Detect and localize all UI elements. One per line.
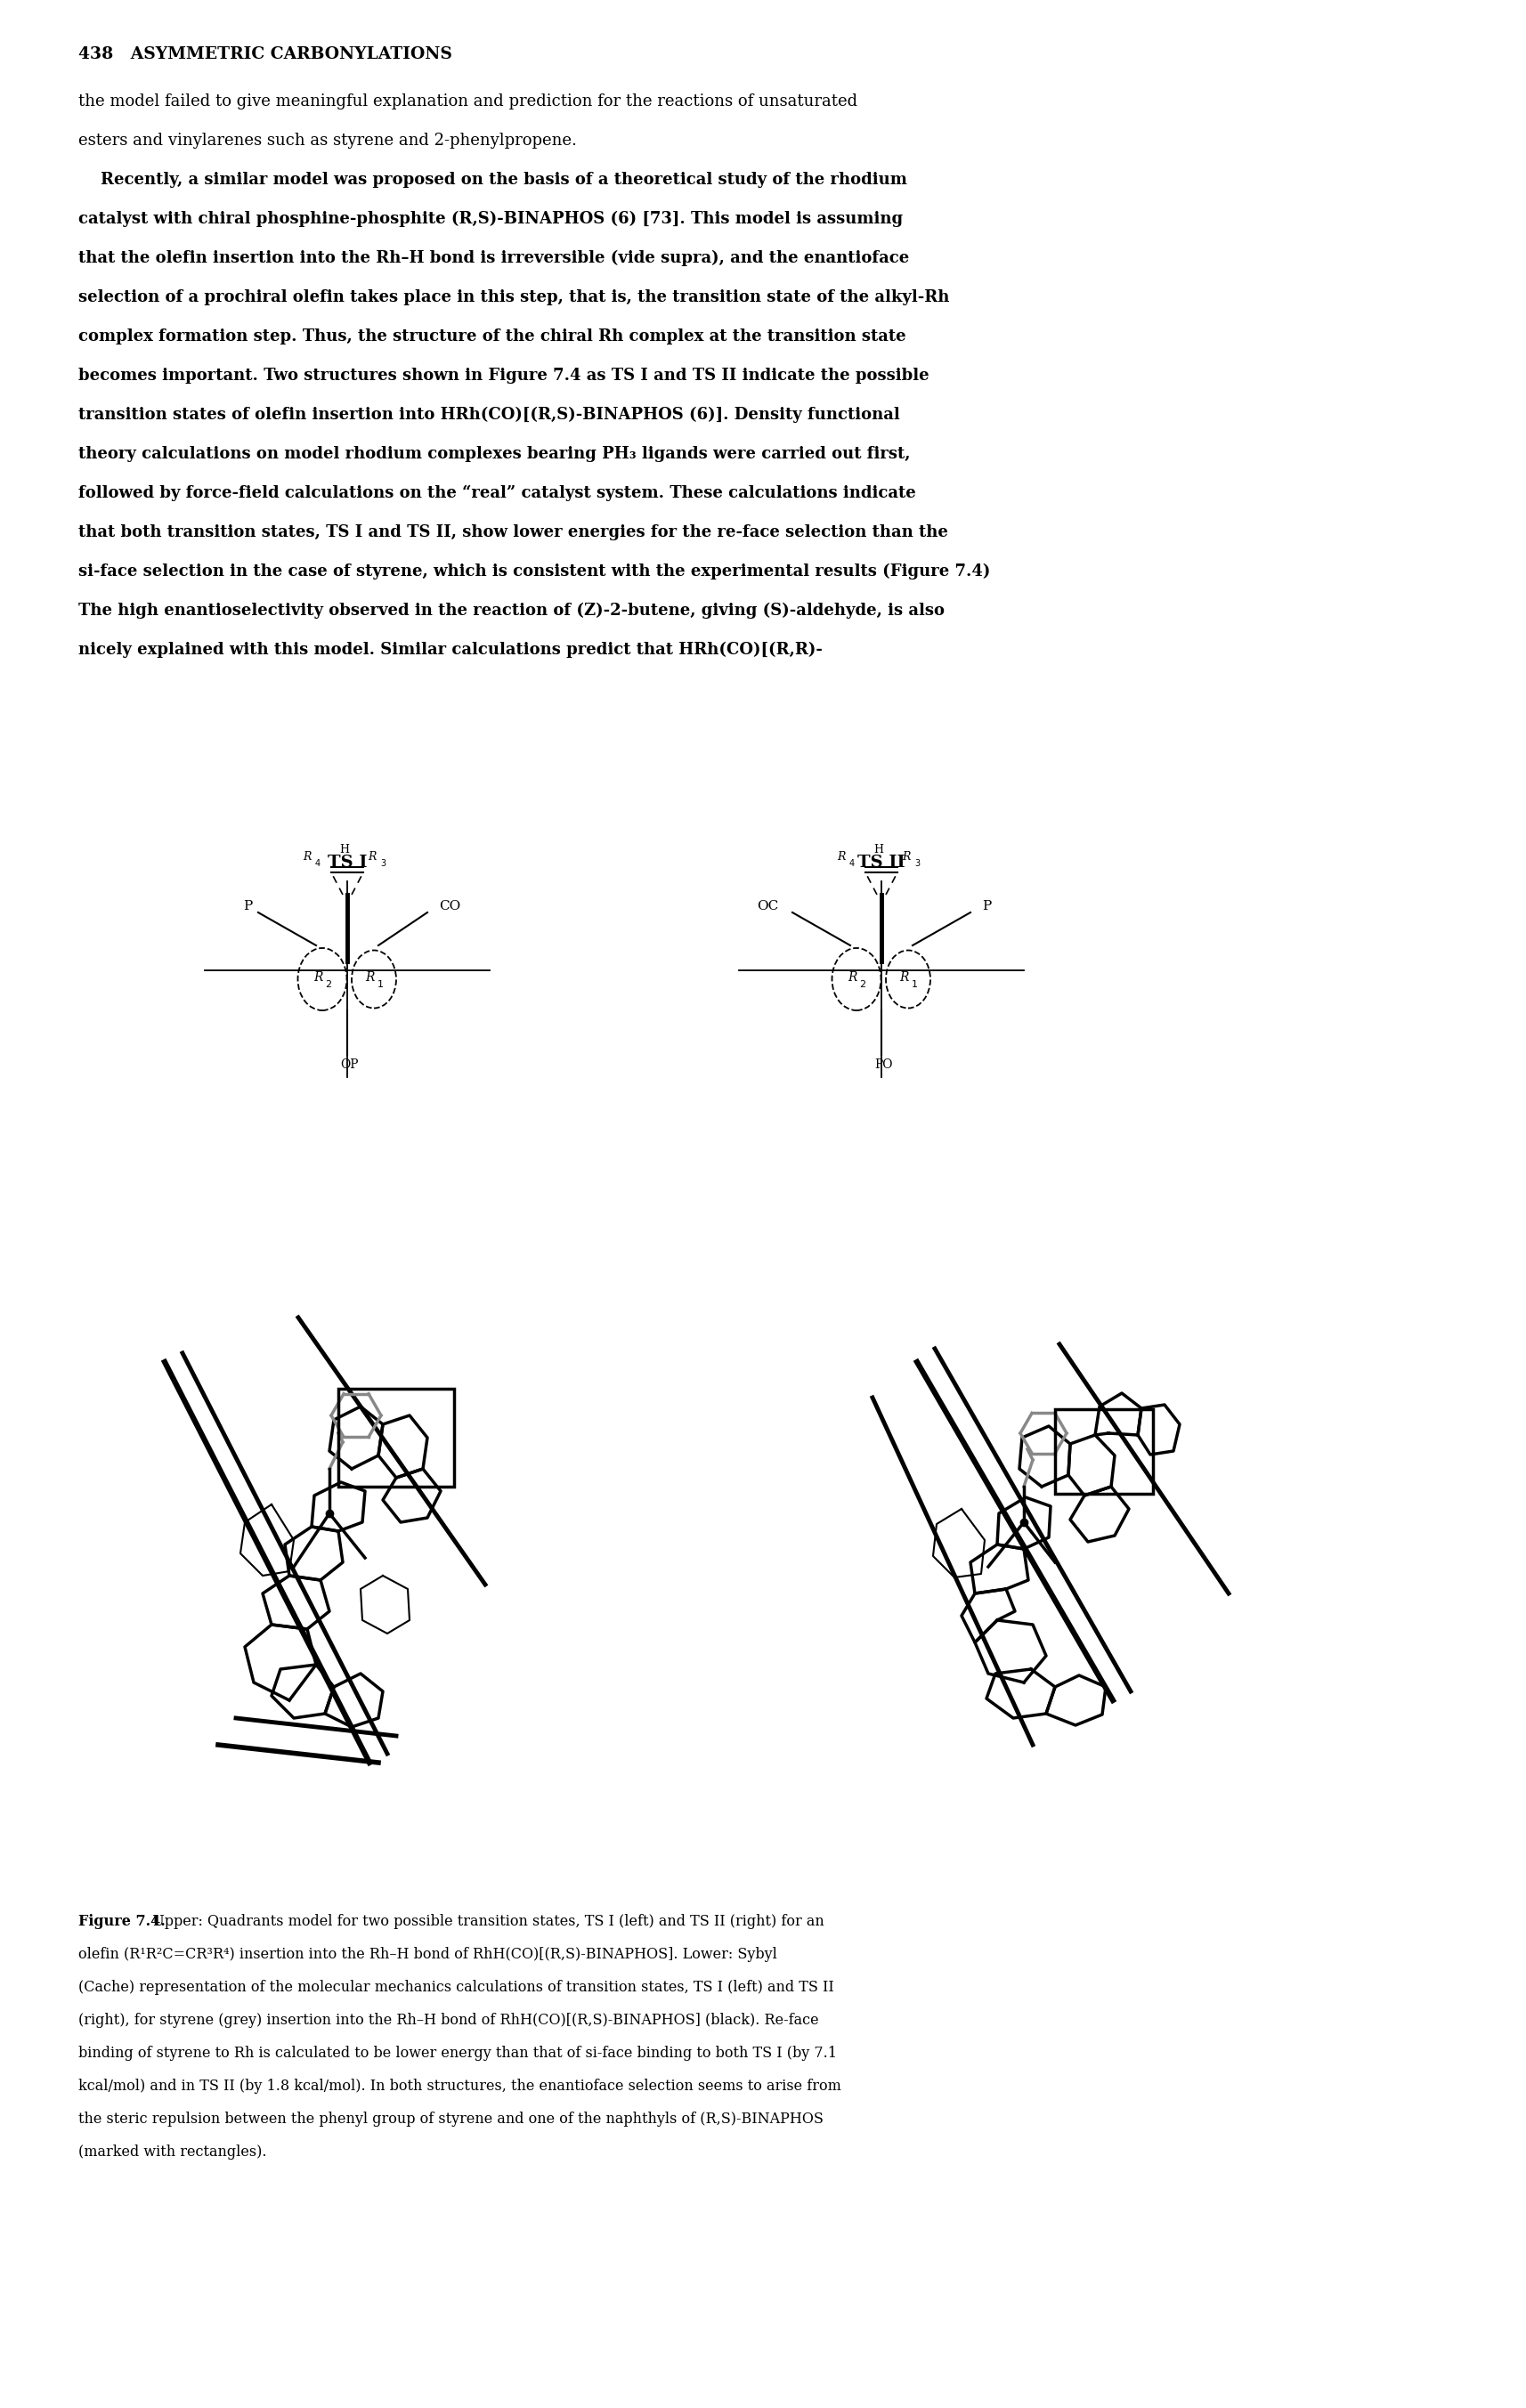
Text: R: R: [902, 850, 909, 862]
Text: (right), for styrene (grey) insertion into the Rh–H bond of RhH(CO)[(R,S)-BINAPH: (right), for styrene (grey) insertion in…: [78, 2013, 818, 2028]
Text: 2: 2: [325, 980, 331, 990]
Bar: [339, 1389, 453, 1486]
Text: nicely explained with this model. Similar calculations predict that HRh(CO)[(R,R: nicely explained with this model. Simila…: [78, 643, 823, 657]
Text: becomes important. Two structures shown in Figure 7.4 as TS I and TS II indicate: becomes important. Two structures shown …: [78, 368, 929, 383]
Text: Recently, a similar model was proposed on the basis of a theoretical study of th: Recently, a similar model was proposed o…: [78, 171, 906, 188]
Text: OP: OP: [340, 1060, 359, 1072]
Text: esters and vinylarenes such as styrene and 2-phenylpropene.: esters and vinylarenes such as styrene a…: [78, 132, 577, 149]
Text: H: H: [873, 843, 884, 855]
Text: TS I: TS I: [327, 855, 366, 872]
Text: 1: 1: [377, 980, 383, 990]
Text: (marked with rectangles).: (marked with rectangles).: [78, 2146, 267, 2160]
Text: selection of a prochiral olefin takes place in this step, that is, the transitio: selection of a prochiral olefin takes pl…: [78, 289, 949, 306]
Text: 2: 2: [859, 980, 865, 990]
Text: TS II: TS II: [858, 855, 905, 872]
Text: 3: 3: [380, 860, 386, 867]
Text: the model failed to give meaningful explanation and prediction for the reactions: the model failed to give meaningful expl…: [78, 94, 858, 108]
Text: kcal/mol) and in TS II (by 1.8 kcal/mol). In both structures, the enantioface se: kcal/mol) and in TS II (by 1.8 kcal/mol)…: [78, 2078, 841, 2095]
Text: olefin (R¹R²C=CR³R⁴) insertion into the Rh–H bond of RhH(CO)[(R,S)-BINAPHOS]. Lo: olefin (R¹R²C=CR³R⁴) insertion into the …: [78, 1948, 777, 1963]
Bar: [1054, 1409, 1152, 1493]
Text: catalyst with chiral phosphine-phosphite (R,S)-BINAPHOS (6) [73]. This model is : catalyst with chiral phosphine-phosphite…: [78, 212, 902, 226]
Text: followed by force-field calculations on the “real” catalyst system. These calcul: followed by force-field calculations on …: [78, 484, 916, 501]
Text: Figure 7.4.: Figure 7.4.: [78, 1914, 165, 1929]
Text: 1: 1: [911, 980, 917, 990]
Text: 4: 4: [314, 860, 320, 867]
Text: theory calculations on model rhodium complexes bearing PH₃ ligands were carried : theory calculations on model rhodium com…: [78, 445, 909, 462]
Text: 4: 4: [848, 860, 855, 867]
Text: (Cache) representation of the molecular mechanics calculations of transition sta: (Cache) representation of the molecular …: [78, 1979, 833, 1994]
Text: R: R: [365, 970, 374, 985]
Text: PO: PO: [874, 1060, 893, 1072]
Text: P: P: [243, 901, 252, 913]
Text: binding of styrene to Rh is calculated to be lower energy than that of si-face b: binding of styrene to Rh is calculated t…: [78, 2047, 836, 2061]
Text: R: R: [313, 970, 322, 985]
Text: Upper: Quadrants model for two possible transition states, TS I (left) and TS II: Upper: Quadrants model for two possible …: [143, 1914, 824, 1929]
Text: OC: OC: [757, 901, 778, 913]
Text: H: H: [339, 843, 349, 855]
Text: the steric repulsion between the phenyl group of styrene and one of the naphthyl: the steric repulsion between the phenyl …: [78, 2112, 823, 2126]
Text: R: R: [368, 850, 375, 862]
Text: CO: CO: [438, 901, 461, 913]
Text: complex formation step. Thus, the structure of the chiral Rh complex at the tran: complex formation step. Thus, the struct…: [78, 327, 905, 344]
Text: 3: 3: [914, 860, 919, 867]
Text: R: R: [847, 970, 856, 985]
Text: that both transition states, TS I and TS II, show lower energies for the re-face: that both transition states, TS I and TS…: [78, 525, 948, 539]
Text: transition states of olefin insertion into HRh(CO)[(R,S)-BINAPHOS (6)]. Density : transition states of olefin insertion in…: [78, 407, 899, 424]
Text: R: R: [899, 970, 908, 985]
Text: R: R: [302, 850, 311, 862]
Text: R: R: [836, 850, 845, 862]
Text: that the olefin insertion into the Rh–H bond is irreversible (vide supra), and t: that the olefin insertion into the Rh–H …: [78, 250, 908, 267]
Text: The high enantioselectivity observed in the reaction of (Z)-2-butene, giving (S): The high enantioselectivity observed in …: [78, 602, 945, 619]
Text: P: P: [981, 901, 990, 913]
Text: si-face selection in the case of styrene, which is consistent with the experimen: si-face selection in the case of styrene…: [78, 563, 990, 580]
Text: 438   ASYMMETRIC CARBONYLATIONS: 438 ASYMMETRIC CARBONYLATIONS: [78, 46, 452, 63]
